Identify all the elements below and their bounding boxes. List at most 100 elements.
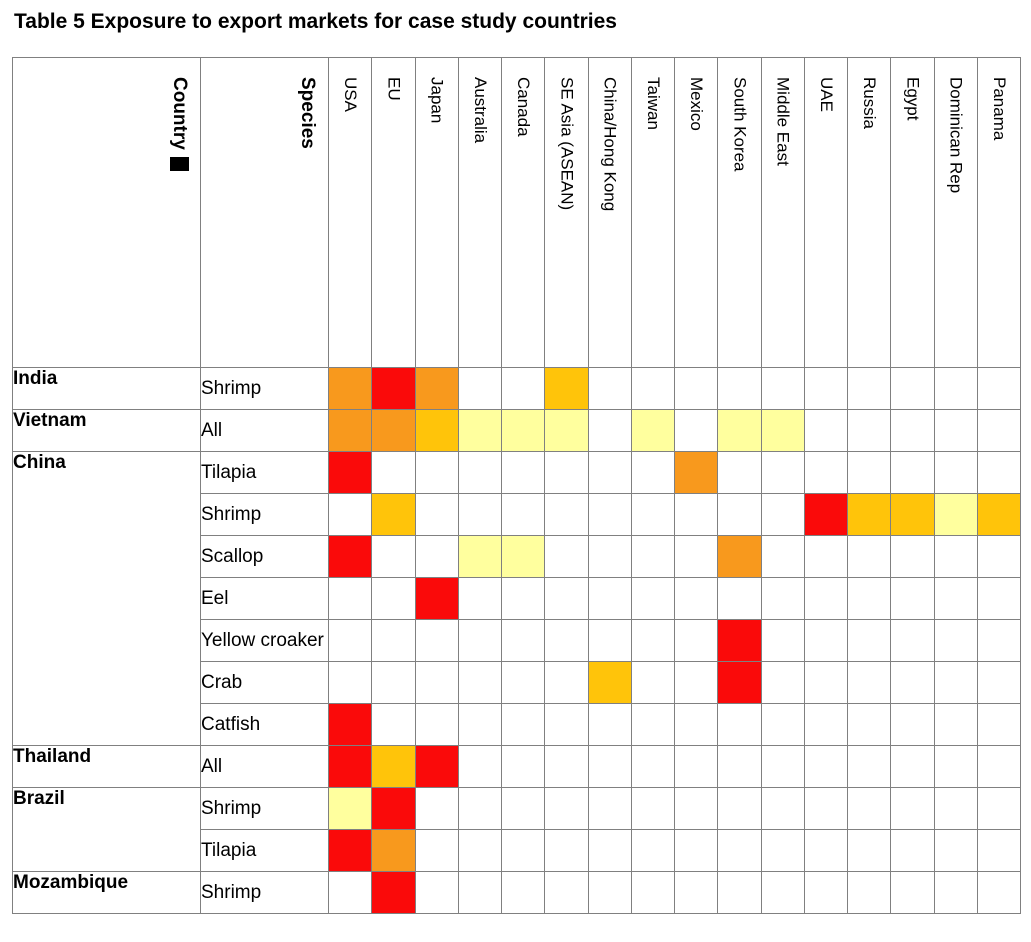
market-column-header: Mexico [673,57,719,368]
heat-cell [500,367,546,410]
heat-cell [544,367,589,410]
heat-cell [890,367,935,410]
heat-cell [327,829,373,872]
heat-cell [457,577,503,620]
heat-cell [760,367,805,410]
heat-cell [717,829,762,872]
market-header-label: Australia [470,77,490,144]
heat-cell [760,703,805,746]
species-cell: Yellow croaker [200,619,329,662]
heat-cell [717,745,762,788]
table-row: Crab [13,661,1022,704]
heat-cell [933,787,978,830]
heat-cell [933,409,978,452]
market-column-header: South Korea [717,57,762,368]
heat-cell [587,367,632,410]
heat-cell [500,703,546,746]
heat-cell [457,787,503,830]
country-cell: Thailand [12,745,201,788]
heat-cell [933,493,978,536]
heat-cell [500,661,546,704]
species-cell: Crab [200,661,329,704]
heat-cell [457,661,503,704]
heat-cell [890,787,935,830]
heat-cell [890,619,935,662]
heat-cell [803,409,849,452]
market-header-label: Taiwan [643,77,663,130]
heat-cell [976,871,1022,914]
heat-cell [500,829,546,872]
species-cell: Tilapia [200,451,329,494]
header-row: Country Species USA EU Japan Australia Canada S… [12,57,1022,368]
market-header-label: Japan [427,77,447,124]
heat-cell [890,409,935,452]
heat-cell [890,745,935,788]
species-column-header: Species [200,57,329,368]
heat-cell [673,787,719,830]
heat-cell [587,577,632,620]
heat-cell [500,493,546,536]
market-header-label: USA [341,77,361,112]
heat-cell [846,829,892,872]
heat-cell [587,409,632,452]
heat-cell [457,535,503,578]
heat-cell [500,619,546,662]
heat-cell [717,871,762,914]
heat-cell [933,829,978,872]
heat-cell [544,619,589,662]
table-row: Scallop [13,535,1022,578]
heat-cell [371,577,416,620]
heat-cell [803,745,849,788]
heat-cell [587,619,632,662]
heat-cell [414,829,459,872]
heat-cell [587,703,632,746]
heat-cell [371,619,416,662]
heat-cell [933,451,978,494]
heat-cell [500,535,546,578]
heat-cell [414,745,459,788]
heat-cell [976,367,1022,410]
heat-cell [890,535,935,578]
heat-cell [976,451,1022,494]
heat-cell [544,535,589,578]
table-row: Tilapia [13,829,1022,872]
heat-cell [760,535,805,578]
heat-cell [673,871,719,914]
heat-cell [933,535,978,578]
heat-cell [630,577,676,620]
table-row: Thailand All [12,745,1022,788]
country-header-cursor-bar [169,156,189,171]
heat-cell [976,493,1022,536]
heat-cell [673,829,719,872]
market-header-label: SE Asia (ASEAN) [557,77,577,211]
heat-cell [457,871,503,914]
heat-cell [327,787,373,830]
table-body: India Shrimp Vietnam All China Tilapia Shrimp S… [12,367,1022,914]
heat-cell [890,493,935,536]
market-header-label: Mexico [687,77,707,131]
heat-cell [760,409,805,452]
table-row: Vietnam All [12,409,1022,452]
heat-cell [371,409,416,452]
heat-cell [933,703,978,746]
market-column-header: Egypt [890,57,935,368]
species-cell: Catfish [200,703,329,746]
heat-cell [846,661,892,704]
heat-cell [587,745,632,788]
heat-cell [630,451,676,494]
heat-cell [976,829,1022,872]
heat-cell [933,577,978,620]
species-cell: Shrimp [200,871,329,914]
heat-cell [760,871,805,914]
table-row: Brazil Shrimp [12,787,1022,872]
heat-cell [803,661,849,704]
heat-cell [760,493,805,536]
species-cell: All [200,745,329,788]
heat-cell [544,829,589,872]
heat-cell [457,619,503,662]
heat-cell [846,409,892,452]
heat-cell [803,577,849,620]
heat-cell [933,871,978,914]
heat-cell [544,787,589,830]
